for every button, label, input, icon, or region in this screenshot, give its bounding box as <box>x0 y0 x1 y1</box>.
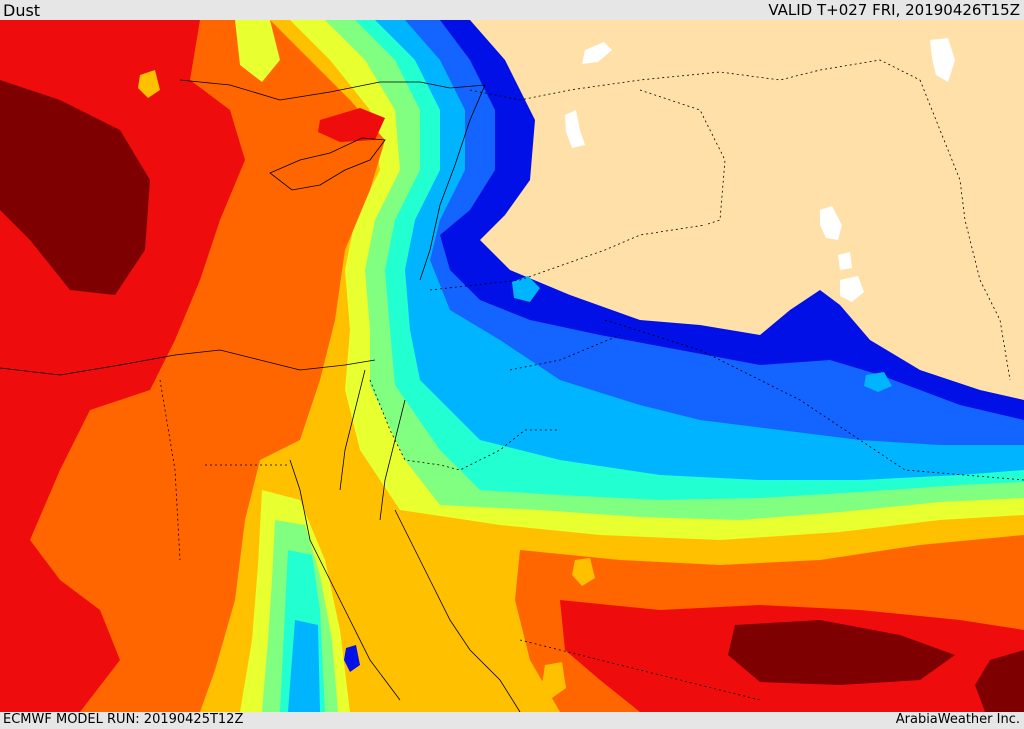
band-darkred-south <box>728 620 955 685</box>
coastlines <box>0 79 521 712</box>
lake-tharthar <box>820 206 842 240</box>
amber-spot-yemen <box>572 558 595 586</box>
header-bar: Dust VALID T+027 FRI, 20190426T15Z <box>0 0 1024 20</box>
border-saudi-jordan-iraq <box>429 224 706 291</box>
border-egypt-libya <box>159 379 181 561</box>
levant-coast <box>419 84 486 281</box>
band-darkred-west <box>0 80 150 295</box>
lake-van <box>582 42 612 64</box>
credit-label: ArabiaWeather Inc. <box>895 712 1020 727</box>
egypt-north-coast <box>0 349 376 376</box>
country-borders <box>159 59 1024 701</box>
border-turkey-syria-iraq <box>469 59 921 101</box>
lake-urmia <box>930 38 955 82</box>
lake-razazza <box>838 252 852 270</box>
model-run-label: ECMWF MODEL RUN: 20190425T12Z <box>3 712 244 727</box>
yellow-blob-north <box>235 20 280 82</box>
gulf-of-suez <box>339 369 366 491</box>
dust-map[interactable] <box>0 20 1024 712</box>
gulf-of-aqaba <box>379 399 406 521</box>
border-saudi-iraq <box>604 319 1024 481</box>
border-jordan-saudi <box>509 334 621 371</box>
navy-spot-red-sea <box>344 645 360 672</box>
footer-bar: ECMWF MODEL RUN: 20190425T12Z ArabiaWeat… <box>0 712 1024 729</box>
hammar-marsh <box>840 276 864 302</box>
cyprus-outline <box>269 137 386 191</box>
valid-time-label: VALID T+027 FRI, 20190426T15Z <box>768 1 1020 19</box>
red-sea-east-coast <box>394 509 521 712</box>
red-sea-west-coast <box>289 459 401 701</box>
lake-assad <box>565 110 585 148</box>
nile-clean-tongue-skyblue <box>288 620 320 712</box>
skyblue-spot-syria <box>512 276 540 302</box>
turkey-south-coast <box>179 79 486 101</box>
band-darkred-southeast <box>975 650 1024 712</box>
field-label: Dust <box>3 1 41 20</box>
skyblue-spot-iraq <box>864 372 892 392</box>
border-yemen-saudi <box>519 639 761 701</box>
orange-blob-east-med <box>318 108 385 142</box>
amber-spot-yemen-2 <box>542 662 566 698</box>
amber-blob-north-coast <box>138 70 160 98</box>
